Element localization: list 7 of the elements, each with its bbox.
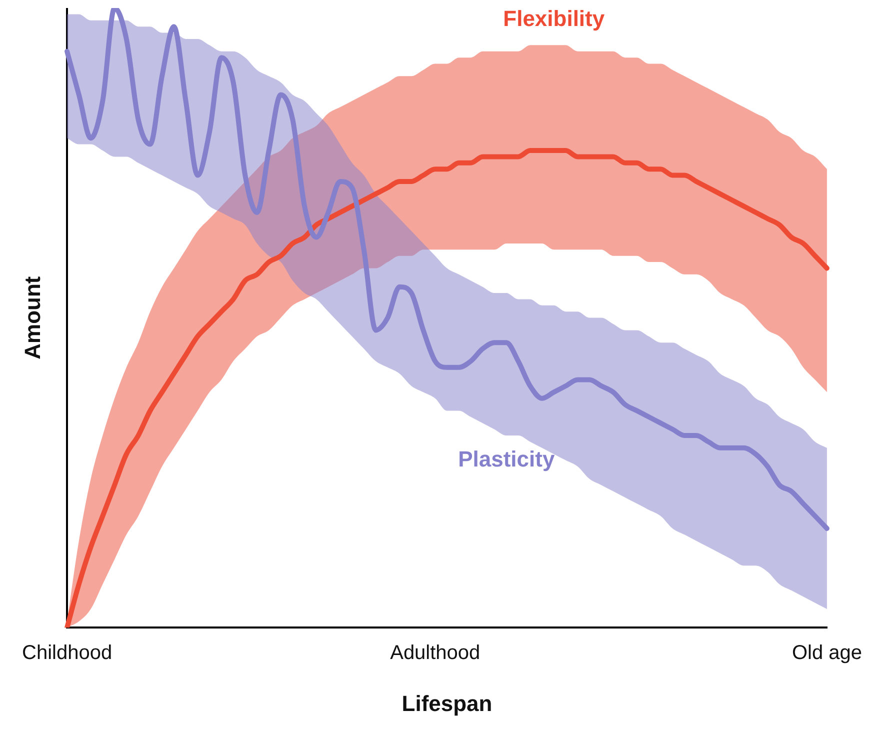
x-tick-label: Adulthood xyxy=(390,642,480,664)
x-tick-label: Childhood xyxy=(22,642,112,664)
x-tick-label: Old age xyxy=(792,642,862,664)
y-axis-title: Amount xyxy=(20,276,45,360)
text: Plasticity xyxy=(458,446,556,472)
text: Flexibility xyxy=(503,6,606,32)
x-axis-title: Lifespan xyxy=(402,690,492,716)
